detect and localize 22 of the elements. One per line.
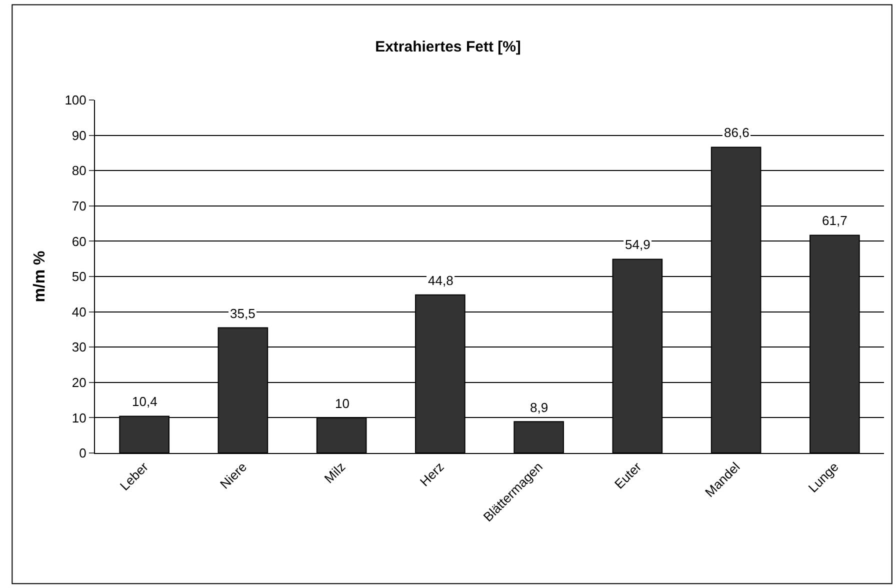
y-tick-label: 60 <box>72 234 86 249</box>
data-label: 35,5 <box>230 306 256 321</box>
y-tick-label: 20 <box>72 374 86 390</box>
y-tick-label: 50 <box>72 269 86 284</box>
data-label: 86,6 <box>724 125 750 140</box>
y-axis-title: m/m % <box>32 250 49 302</box>
x-tick-label: Milz <box>321 459 348 486</box>
y-tick-label: 80 <box>72 163 86 178</box>
y-tick-label: 30 <box>72 340 86 355</box>
y-tick-label: 10 <box>72 410 86 426</box>
y-tick-label: 0 <box>79 446 86 461</box>
data-label: 54,9 <box>625 237 650 252</box>
data-label: 10,4 <box>132 394 158 409</box>
y-tick-label: 90 <box>72 128 86 143</box>
data-label: 10 <box>335 396 350 411</box>
chart-title: Extrahiertes Fett [%] <box>375 38 521 56</box>
y-tick-label: 70 <box>72 198 86 214</box>
data-label: 61,7 <box>822 213 848 228</box>
y-tick-label: 40 <box>72 304 86 320</box>
y-tick-label: 100 <box>64 92 86 108</box>
data-label: 44,8 <box>428 273 454 288</box>
data-label: 8,9 <box>530 400 548 415</box>
